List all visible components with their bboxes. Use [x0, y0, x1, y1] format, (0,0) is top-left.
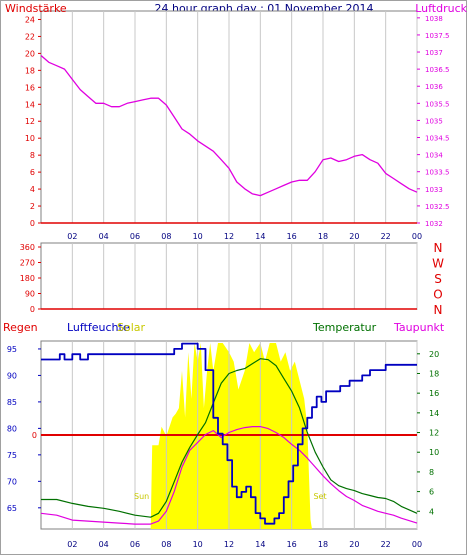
temperature-series-line	[41, 358, 418, 518]
pressure-tick-label: 1033	[425, 186, 443, 194]
rain-tick-label: 0	[32, 431, 37, 440]
pressure-tick-label: 1036	[425, 83, 443, 91]
temperature-tick-label: 10	[429, 448, 439, 457]
humidity-temperature-x-tick-label: 04	[99, 540, 109, 549]
humidity-temperature-x-tick-label: 06	[130, 540, 140, 549]
dewpoint-series-line	[40, 426, 418, 525]
wind-tick-label: 20	[25, 49, 35, 58]
wind-tick-label: 2	[30, 202, 35, 211]
direction-compass-label: W	[432, 257, 444, 271]
wind-tick-label: 22	[25, 32, 35, 41]
humidity-temperature-x-tick-label: 14	[255, 540, 265, 549]
wind-pressure-x-tick-label: 02	[67, 232, 77, 241]
wind-pressure-x-tick-label: 22	[381, 232, 391, 241]
wind-pressure-x-tick-label: 16	[287, 232, 297, 241]
wind-pressure-x-tick-label: 14	[255, 232, 265, 241]
pressure-series-line	[40, 55, 418, 197]
wind-pressure-x-tick-label: 06	[130, 232, 140, 241]
temperature-tick-label: 6	[429, 488, 434, 497]
humidity-axis-label: Luftfeuchte	[67, 321, 130, 334]
wind-pressure-x-tick-label: 18	[318, 232, 328, 241]
direction-tick-label: 0	[30, 305, 35, 314]
sunrise-label: Sun	[134, 492, 149, 501]
pressure-tick-label: 1034	[425, 152, 443, 160]
humidity-series-line	[41, 342, 417, 525]
humidity-tick-label: 70	[7, 477, 17, 486]
wind-tick-label: 4	[30, 185, 35, 194]
humidity-temperature-x-tick-label: 16	[287, 540, 297, 549]
sunset-label: Set	[313, 492, 326, 501]
direction-compass-label: N	[434, 241, 443, 255]
pressure-tick-label: 1037.5	[425, 32, 450, 40]
humidity-tick-label: 80	[7, 424, 17, 433]
humidity-temperature-x-tick-label: 00	[412, 540, 422, 549]
humidity-temperature-x-tick-label: 10	[193, 540, 203, 549]
wind-pressure-x-tick-label: 20	[349, 232, 359, 241]
humidity-tick-label: 90	[7, 371, 17, 380]
wind-pressure-x-tick-label: 08	[161, 232, 171, 241]
pressure-axis-label: Luftdruck	[415, 2, 467, 15]
humidity-tick-label: 65	[7, 504, 17, 513]
wind-pressure-x-tick-label: 12	[224, 232, 234, 241]
wind-tick-label: 10	[25, 134, 35, 143]
humidity-temperature-x-tick-label: 08	[161, 540, 171, 549]
wind-tick-label: 16	[25, 83, 35, 92]
wind-pressure-x-tick-label: 04	[99, 232, 109, 241]
pressure-tick-label: 1033.5	[425, 169, 450, 177]
temperature-axis-label: Temperatur	[312, 321, 377, 334]
direction-tick-label: 360	[20, 243, 35, 252]
humidity-temperature-x-tick-label: 12	[224, 540, 234, 549]
pressure-tick-label: 1032	[425, 220, 443, 228]
pressure-tick-label: 1035.5	[425, 100, 450, 108]
rain-axis-label: Regen	[3, 321, 38, 334]
direction-compass-label: N	[434, 303, 443, 317]
direction-compass-label: S	[434, 272, 442, 286]
humidity-temperature-x-tick-label: 20	[349, 540, 359, 549]
humidity-temperature-x-tick-label: 22	[381, 540, 391, 549]
pressure-tick-label: 1037	[425, 49, 443, 57]
wind-tick-label: 14	[25, 100, 35, 109]
wind-pressure-x-tick-label: 00	[412, 232, 422, 241]
temperature-tick-label: 4	[429, 507, 434, 516]
pressure-tick-label: 1032.5	[425, 203, 450, 211]
wind-tick-label: 6	[30, 168, 35, 177]
temperature-tick-label: 14	[429, 409, 439, 418]
temperature-tick-label: 20	[429, 350, 439, 359]
direction-compass-label: O	[433, 288, 442, 302]
humidity-tick-label: 95	[7, 345, 17, 354]
wind-tick-label: 24	[25, 15, 35, 24]
wind-tick-label: 18	[25, 66, 35, 75]
pressure-tick-label: 1035	[425, 117, 443, 125]
temperature-tick-label: 18	[429, 369, 439, 378]
wind-tick-label: 0	[30, 219, 35, 228]
wind-axis-label: Windstärke	[5, 2, 67, 15]
temperature-tick-label: 12	[429, 429, 439, 438]
humidity-temperature-x-tick-label: 18	[318, 540, 328, 549]
temperature-tick-label: 8	[429, 468, 434, 477]
pressure-tick-label: 1034.5	[425, 135, 450, 143]
pressure-tick-label: 1036.5	[425, 66, 450, 74]
direction-tick-label: 270	[20, 259, 35, 268]
solar-label: Solar	[117, 321, 146, 334]
humidity-tick-label: 85	[7, 398, 17, 407]
wind-pressure-x-tick-label: 10	[193, 232, 203, 241]
pressure-tick-label: 1038	[425, 15, 443, 23]
humidity-tick-label: 75	[7, 451, 17, 460]
humidity-temperature-x-tick-label: 02	[67, 540, 77, 549]
dewpoint-axis-label: Taupunkt	[393, 321, 445, 334]
wind-tick-label: 8	[30, 151, 35, 160]
wind-tick-label: 12	[25, 117, 35, 126]
direction-tick-label: 90	[25, 290, 35, 299]
direction-tick-label: 180	[20, 274, 35, 283]
temperature-tick-label: 16	[429, 389, 439, 398]
